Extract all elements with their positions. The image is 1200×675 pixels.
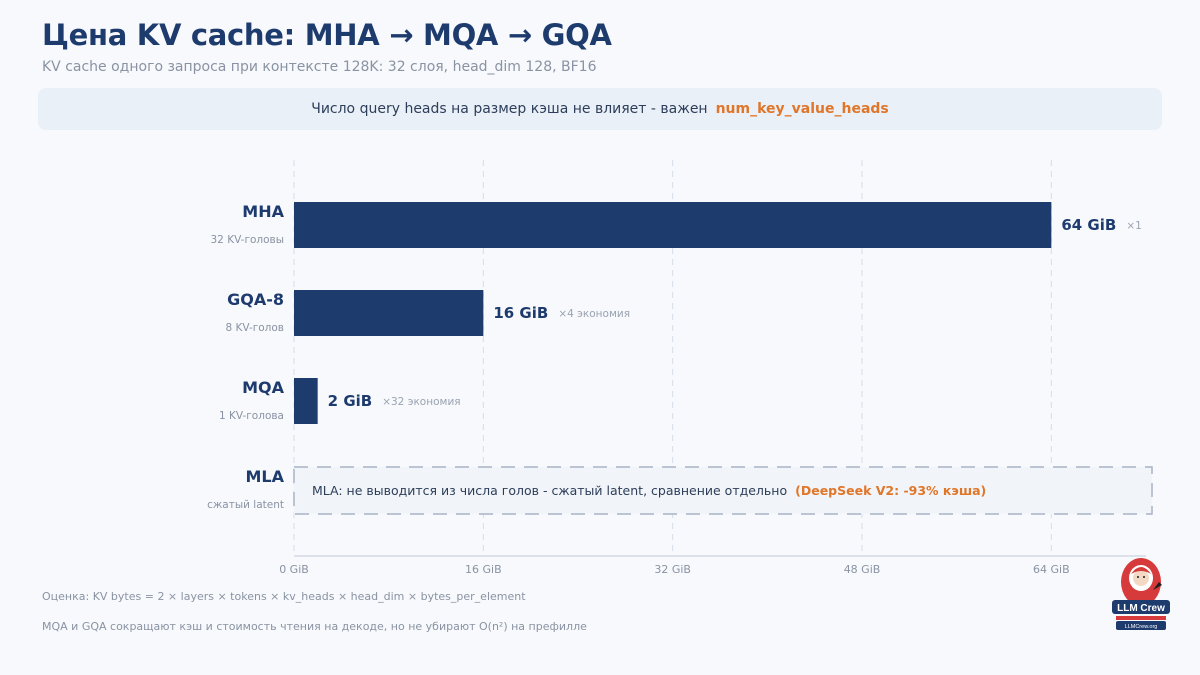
banner-text: Число query heads на размер кэша не влия… <box>311 101 708 117</box>
category-label: MLA <box>246 467 285 486</box>
mla-box <box>293 466 1153 515</box>
x-tick-label: 0 GiB <box>279 563 309 576</box>
bar-note: ×32 экономия <box>382 396 460 408</box>
x-tick-label: 16 GiB <box>465 563 502 576</box>
footnote-formula: Оценка: KV bytes = 2 × layers × tokens ×… <box>42 590 526 603</box>
mla-highlight: (DeepSeek V2: -93% кэша) <box>795 483 986 498</box>
bar <box>294 202 1052 248</box>
footnote-note: MQA и GQA сокращают кэш и стоимость чтен… <box>42 620 587 633</box>
x-tick-label: 64 GiB <box>1033 563 1070 576</box>
bar-note: ×4 экономия <box>558 308 630 320</box>
category-sublabel: сжатый latent <box>207 499 284 511</box>
bar-note: ×1 <box>1126 220 1141 232</box>
bar-value-label: 2 GiB <box>328 392 373 410</box>
category-sublabel: 1 KV-голова <box>219 410 284 422</box>
bar <box>294 290 484 336</box>
mla-note: MLA: не выводится из числа голов - сжаты… <box>312 483 787 498</box>
logo-text: LLM Crew <box>1117 603 1165 614</box>
category-label: MQA <box>242 378 285 397</box>
category-label: MHA <box>242 202 284 221</box>
info-banner: Число query heads на размер кэша не влия… <box>38 88 1162 130</box>
x-tick-label: 32 GiB <box>654 563 691 576</box>
bar-value-label: 64 GiB <box>1061 216 1116 234</box>
category-label: GQA-8 <box>227 290 284 309</box>
logo-url: LLMCrew.org <box>1125 624 1158 630</box>
bar <box>294 378 318 424</box>
category-sublabel: 32 KV-головы <box>211 234 285 246</box>
banner-highlight: num_key_value_heads <box>715 101 889 117</box>
x-tick-label: 48 GiB <box>844 563 881 576</box>
category-sublabel: 8 KV-голов <box>225 322 284 334</box>
bar-value-label: 16 GiB <box>493 304 548 322</box>
page-title: Цена KV cache: MHA → MQA → GQA <box>42 18 612 52</box>
page-subtitle: KV cache одного запроса при контексте 12… <box>42 59 597 75</box>
llm-crew-logo: LLM Crew LLMCrew.org <box>1112 558 1170 630</box>
